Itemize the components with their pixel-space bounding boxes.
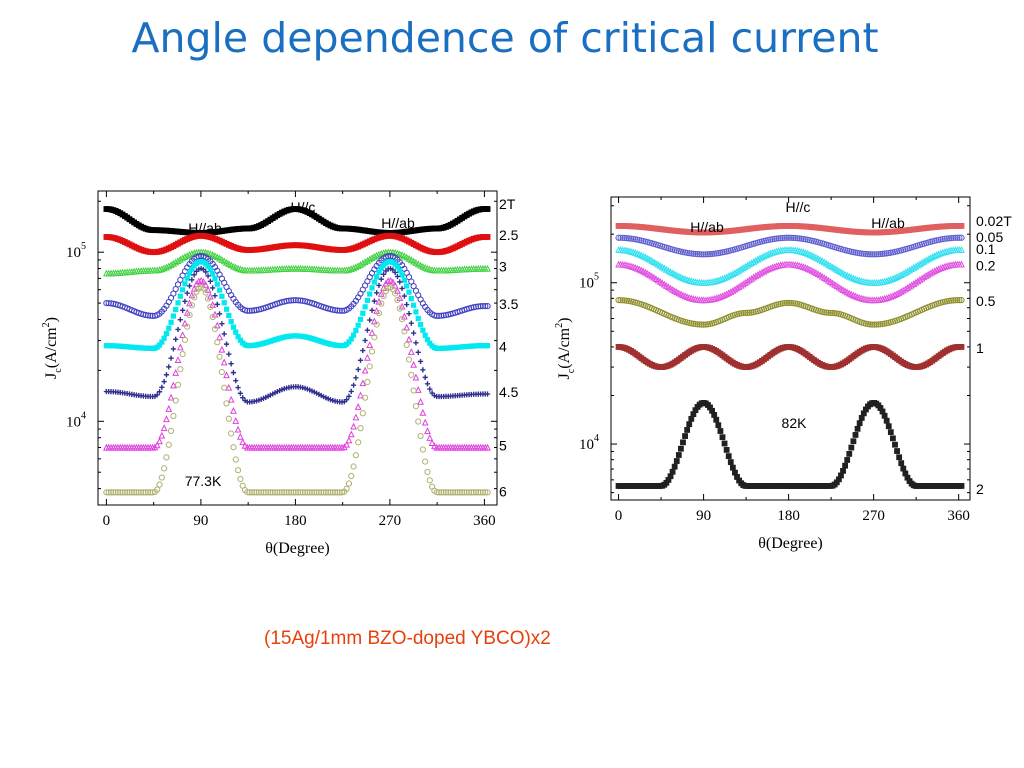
x-tick-label: 270 bbox=[862, 508, 885, 524]
x-tick-label: 0 bbox=[103, 513, 111, 529]
temperature-label: 82K bbox=[782, 415, 808, 431]
series-label: 0.02T bbox=[976, 213, 1012, 229]
series-0 bbox=[615, 223, 965, 236]
series-label: 3 bbox=[499, 259, 507, 275]
annotation: H//c bbox=[786, 199, 811, 215]
series-6 bbox=[102, 276, 491, 451]
series-label: 6 bbox=[499, 483, 507, 499]
series-label: 1 bbox=[976, 340, 984, 356]
series-0 bbox=[103, 206, 491, 236]
temperature-label: 77.3K bbox=[185, 473, 222, 489]
series-7 bbox=[103, 284, 491, 496]
series-4 bbox=[615, 297, 965, 328]
annotation: H//ab bbox=[188, 220, 222, 236]
y-axis-label: Jc(A/cm2) bbox=[41, 317, 64, 379]
series-label: 5 bbox=[499, 438, 507, 454]
series-label: 3.5 bbox=[499, 296, 519, 312]
annotation: H//c bbox=[291, 199, 316, 215]
y-tick-label: 104 bbox=[579, 433, 599, 453]
x-tick-label: 270 bbox=[379, 513, 402, 529]
y-tick-label: 105 bbox=[579, 272, 599, 292]
series-6 bbox=[615, 399, 965, 489]
x-axis-label: θ(Degree) bbox=[758, 535, 823, 552]
series-4 bbox=[103, 258, 491, 351]
annotation: H//ab bbox=[381, 215, 415, 231]
x-tick-label: 0 bbox=[615, 508, 623, 524]
x-tick-label: 90 bbox=[193, 513, 208, 529]
series-label: 0.5 bbox=[976, 293, 996, 309]
series-label: 2T bbox=[499, 196, 516, 212]
x-tick-label: 180 bbox=[777, 508, 800, 524]
series-label: 2.5 bbox=[499, 227, 519, 243]
series-3 bbox=[615, 260, 965, 304]
series-3 bbox=[103, 252, 491, 319]
series-1 bbox=[103, 232, 491, 256]
series-5 bbox=[615, 344, 965, 370]
y-axis-label: Jc(A/cm2) bbox=[554, 318, 577, 380]
x-tick-label: 360 bbox=[473, 513, 496, 529]
x-axis-label: θ(Degree) bbox=[265, 540, 330, 557]
series-2 bbox=[102, 248, 491, 277]
x-tick-label: 180 bbox=[284, 513, 307, 529]
series-label: 0.05 bbox=[976, 229, 1003, 245]
series-label: 4 bbox=[499, 339, 507, 355]
series-1 bbox=[615, 234, 965, 258]
series-label: 0.1 bbox=[976, 241, 996, 257]
annotation: H//ab bbox=[690, 219, 724, 235]
x-tick-label: 90 bbox=[696, 508, 711, 524]
slide-title: Angle dependence of critical current bbox=[131, 14, 879, 62]
x-tick-label: 360 bbox=[947, 508, 970, 524]
annotation: H//ab bbox=[871, 215, 905, 231]
plot-frame bbox=[610, 196, 971, 501]
plot-frame bbox=[97, 190, 498, 506]
caption: (15Ag/1mm BZO-doped YBCO)x2 bbox=[264, 628, 551, 649]
series-2 bbox=[615, 246, 965, 286]
series-label: 4.5 bbox=[499, 384, 519, 400]
series-label: 0.2 bbox=[976, 257, 996, 273]
series-5 bbox=[103, 265, 491, 405]
series-label: 2 bbox=[976, 481, 984, 497]
